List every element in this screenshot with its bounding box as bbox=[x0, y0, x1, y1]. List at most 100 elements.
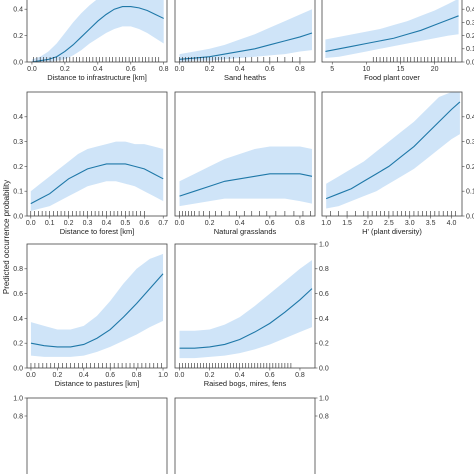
x-axis-label: Sand heaths bbox=[224, 73, 266, 82]
y-tick-label: 0.0 bbox=[466, 59, 474, 66]
y-tick-label: 0.3 bbox=[13, 139, 23, 146]
y-tick-label: 1.0 bbox=[319, 395, 329, 402]
x-axis-label: Natural grasslands bbox=[214, 227, 277, 236]
x-tick-label: 20 bbox=[431, 66, 439, 73]
y-tick-label: 1.0 bbox=[13, 395, 23, 402]
x-tick-label: 0.6 bbox=[126, 66, 136, 73]
rug-marks bbox=[179, 363, 292, 368]
x-tick-label: 5 bbox=[330, 66, 334, 73]
plot-area bbox=[30, 253, 164, 368]
y-tick-label: 0.2 bbox=[466, 164, 474, 171]
rug-marks bbox=[30, 211, 145, 216]
x-tick-label: 0.6 bbox=[265, 372, 275, 379]
panel-3: 5 10 15 20 Food plant cover 0.0 0.1 0.2 0.3 0.4 bbox=[321, 0, 474, 82]
x-tick-label: 0.2 bbox=[205, 66, 215, 73]
x-tick-label: 0.4 bbox=[235, 372, 245, 379]
x-tick-label: 1.0 bbox=[158, 372, 168, 379]
y-tick-label: 0.3 bbox=[466, 139, 474, 146]
x-tick-label: 4.0 bbox=[447, 220, 457, 227]
x-axis-label: Distance to infrastructure [km] bbox=[47, 73, 147, 82]
x-tick-label: 0.6 bbox=[139, 220, 149, 227]
y-tick-label: 0.4 bbox=[13, 316, 23, 323]
x-tick-label: 0.2 bbox=[205, 220, 215, 227]
y-tick-label: 0.0 bbox=[13, 213, 23, 220]
plot-area bbox=[179, 260, 313, 368]
x-tick-label: 0.8 bbox=[159, 66, 169, 73]
plot-area bbox=[31, 0, 164, 62]
x-tick-label: 0.8 bbox=[295, 66, 305, 73]
panel-frame bbox=[174, 243, 316, 369]
y-tick-label: 0.3 bbox=[466, 20, 474, 27]
prediction-line bbox=[325, 15, 459, 52]
x-tick-label: 0.6 bbox=[265, 66, 275, 73]
prediction-line bbox=[325, 101, 461, 200]
rug-marks bbox=[179, 57, 301, 62]
y-tick-label: 0.2 bbox=[13, 33, 23, 40]
y-tick-label: 0.8 bbox=[13, 413, 23, 420]
plot-area bbox=[179, 146, 313, 216]
x-tick-label: 0.2 bbox=[205, 372, 215, 379]
x-tick-label: 0.0 bbox=[27, 66, 37, 73]
x-axis-label: Food plant cover bbox=[364, 73, 420, 82]
panel-1: 0.0 0.2 0.4 0.6 0.8 Distance to infrastructur… bbox=[13, 0, 169, 82]
rug-marks bbox=[372, 57, 456, 62]
confidence-band bbox=[179, 260, 312, 359]
y-axis-title: Predicted occurrence probability bbox=[2, 180, 11, 294]
y-tick-label: 0.4 bbox=[466, 7, 474, 14]
prediction-line bbox=[179, 173, 313, 197]
x-tick-label: 0.4 bbox=[102, 220, 112, 227]
y-tick-label: 0.1 bbox=[466, 46, 474, 53]
y-tick-label: 0.0 bbox=[319, 365, 329, 372]
panel-frame bbox=[26, 243, 168, 369]
x-tick-label: 1.0 bbox=[321, 220, 331, 227]
y-tick-label: 0.1 bbox=[13, 189, 23, 196]
confidence-band bbox=[30, 141, 164, 212]
y-tick-label: 0.4 bbox=[466, 114, 474, 121]
confidence-band bbox=[179, 9, 312, 62]
y-tick-label: 0.6 bbox=[13, 291, 23, 298]
x-tick-label: 0.4 bbox=[235, 220, 245, 227]
panel-frame bbox=[26, 91, 168, 217]
x-tick-label: 15 bbox=[397, 66, 405, 73]
y-tick-label: 0.8 bbox=[13, 266, 23, 273]
x-tick-label: 0.0 bbox=[175, 66, 185, 73]
x-tick-label: 10 bbox=[362, 66, 370, 73]
panel-4: 0.0 0.1 0.2 0.3 0.4 0.5 0.6 0.7 Distance to fore… bbox=[13, 91, 168, 236]
panel-2: 0.0 0.2 0.4 0.6 0.8 Sand heaths bbox=[174, 0, 316, 82]
panel-frame bbox=[321, 91, 463, 217]
panel-frame bbox=[26, 397, 168, 474]
x-axis-label: Distance to forest [km] bbox=[60, 227, 135, 236]
panel-frame bbox=[26, 0, 168, 63]
confidence-band bbox=[325, 0, 459, 59]
x-tick-label: 3.5 bbox=[426, 220, 436, 227]
prediction-line bbox=[30, 273, 164, 348]
y-tick-label: 0.2 bbox=[13, 341, 23, 348]
x-tick-label: 0.4 bbox=[235, 66, 245, 73]
y-tick-label: 0.2 bbox=[466, 33, 474, 40]
prediction-line bbox=[179, 32, 313, 60]
prediction-line bbox=[31, 6, 164, 62]
x-tick-label: 0.2 bbox=[64, 220, 74, 227]
x-tick-label: 0.5 bbox=[121, 220, 131, 227]
plot-area bbox=[325, 0, 459, 62]
y-tick-label: 0.0 bbox=[466, 213, 474, 220]
x-tick-label: 0.0 bbox=[175, 372, 185, 379]
x-tick-label: 0.6 bbox=[265, 220, 275, 227]
confidence-band bbox=[326, 92, 460, 209]
x-tick-label: 0.2 bbox=[53, 372, 63, 379]
x-tick-label: 0.0 bbox=[26, 220, 36, 227]
panel-5: 0.0 0.2 0.4 0.6 0.8 Natural grasslands bbox=[174, 91, 316, 236]
y-tick-label: 0.6 bbox=[319, 291, 329, 298]
confidence-band bbox=[30, 253, 164, 357]
panel-6: 1.0 1.5 2.0 2.5 3.0 3.5 4.0 H' (plant diversity… bbox=[321, 91, 474, 236]
x-tick-label: 0.4 bbox=[93, 66, 103, 73]
confidence-band bbox=[31, 0, 164, 62]
x-tick-label: 3.0 bbox=[405, 220, 415, 227]
rug-marks bbox=[179, 211, 311, 216]
x-tick-label: 0.3 bbox=[83, 220, 93, 227]
y-tick-label: 0.4 bbox=[13, 7, 23, 14]
prediction-line bbox=[30, 163, 164, 205]
panel-frame bbox=[174, 397, 316, 474]
plot-area bbox=[179, 9, 313, 62]
